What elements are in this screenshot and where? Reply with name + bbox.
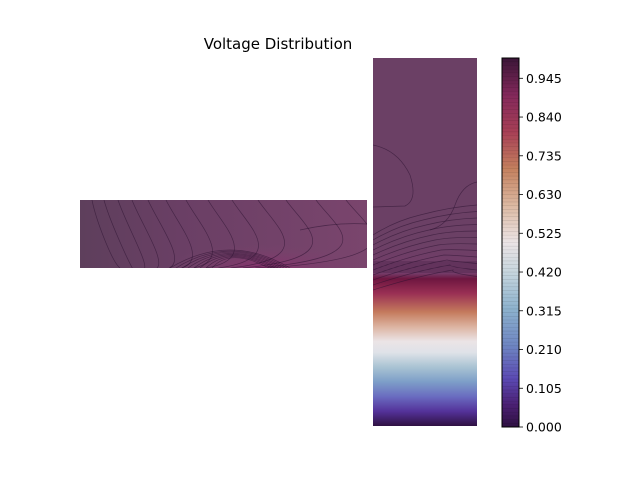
horizontal-strip-field [80,200,367,268]
horizontal-contour-line [103,200,133,268]
colorbar-tick-label: 0.525 [526,226,562,241]
vertical-contour-line [373,237,477,261]
vertical-contour-line [429,181,477,231]
vertical-contour-line [373,243,477,266]
vertical-strip-field [373,58,477,426]
horizontal-contour-line [147,200,175,268]
vertical-contour-line [373,230,477,256]
horizontal-contour-line [169,249,291,268]
horizontal-contour-line [181,251,285,268]
colorbar-tick-label: 0.945 [526,71,562,86]
colorbar-tick-label: 0.315 [526,303,562,318]
colorbar-tick-label: 0.000 [526,420,562,435]
horizontal-contour-line [205,256,273,268]
vertical-contour-lines [373,144,477,291]
colorbar-tick-label: 0.420 [526,265,562,280]
horizontal-contour-line [199,255,276,268]
colorbar-level-lines [502,61,519,424]
vertical-contour-line [373,144,414,208]
horizontal-contour-line [175,250,288,268]
horizontal-contour-line [255,200,344,268]
colorbar-tick-label: 0.105 [526,381,562,396]
colorbar-gradient [502,58,519,427]
horizontal-contour-line [243,200,313,268]
horizontal-contour-line [230,200,285,268]
colorbar-frame [501,57,520,428]
chart-title: Voltage Distribution [204,35,353,53]
horizontal-contour-line [91,200,121,268]
colorbar-tick-label: 0.210 [526,342,562,357]
horizontal-contour-line [211,257,270,268]
colorbar-tick-label: 0.630 [526,187,562,202]
vertical-contour-line [373,224,477,251]
colorbar-tick-label: 0.840 [526,110,562,125]
horizontal-contour-line [117,200,145,268]
vertical-contour-line [373,249,477,271]
vertical-contour-line [373,217,477,246]
vertical-contour-line [373,204,477,236]
horizontal-contour-line [193,254,279,268]
horizontal-contour-line [131,200,159,268]
colorbar-ticks: 0.000 0.105 0.210 0.315 0.420 0.525 0.630 0.735… [519,71,562,435]
horizontal-contour-line [218,200,259,268]
horizontal-contour-line [185,200,213,268]
colorbar-tick-label: 0.735 [526,148,562,163]
horizontal-contour-line [267,200,367,268]
horizontal-contour-line [187,253,282,268]
horizontal-contour-line [299,223,367,231]
colorbar: 0.000 0.105 0.210 0.315 0.420 0.525 0.630 0.735… [501,57,562,435]
horizontal-contour-line [206,200,235,268]
horizontal-contour-lines [91,200,367,268]
vertical-contour-line [373,211,477,241]
